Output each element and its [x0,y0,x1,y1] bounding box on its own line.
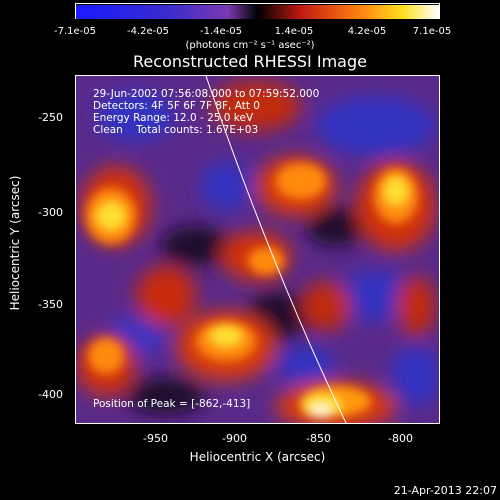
timestamp: 21-Apr-2013 22:07 [393,484,497,497]
peak-position: Position of Peak = [-862,-413] [93,398,251,410]
colorbar-tick: -4.2e-05 [127,26,169,37]
x-tick-label: -950 [143,432,168,445]
y-tick-label: -400 [38,388,63,401]
colorbar-tick: -7.1e-05 [54,26,96,37]
x-axis-label: Heliocentric X (arcsec) [189,450,326,464]
x-tick-label: -900 [222,432,247,445]
info-energy-range: Energy Range: 12.0 - 25.0 keV [93,112,254,124]
colorbar-unit: (photons cm⁻² s⁻¹ asec⁻²) [185,40,315,51]
y-tick-label: -300 [38,206,63,219]
y-tick-label: -350 [38,298,63,311]
image-plot [75,75,440,424]
colorbar-gradient [76,5,439,19]
rhessi-image [76,76,439,423]
colorbar-tick: 1.4e-05 [274,26,314,37]
x-tick-label: -800 [388,432,413,445]
info-time-range: 29-Jun-2002 07:56:08.000 to 07:59:52.000 [93,88,320,100]
x-tick-label: -850 [306,432,331,445]
info-counts: Clean Total counts: 1.67E+03 [93,124,259,136]
colorbar [75,3,440,19]
colorbar-tick: 7.1e-05 [412,26,452,37]
image-title: Reconstructed RHESSI Image [133,52,367,71]
y-tick-label: -250 [38,111,63,124]
colorbar-tick: -1.4e-05 [200,26,242,37]
info-detectors: Detectors: 4F 5F 6F 7F 8F, Att 0 [93,100,260,112]
y-axis-label: Heliocentric Y (arcsec) [8,175,22,311]
colorbar-tick: 4.2e-05 [347,26,387,37]
